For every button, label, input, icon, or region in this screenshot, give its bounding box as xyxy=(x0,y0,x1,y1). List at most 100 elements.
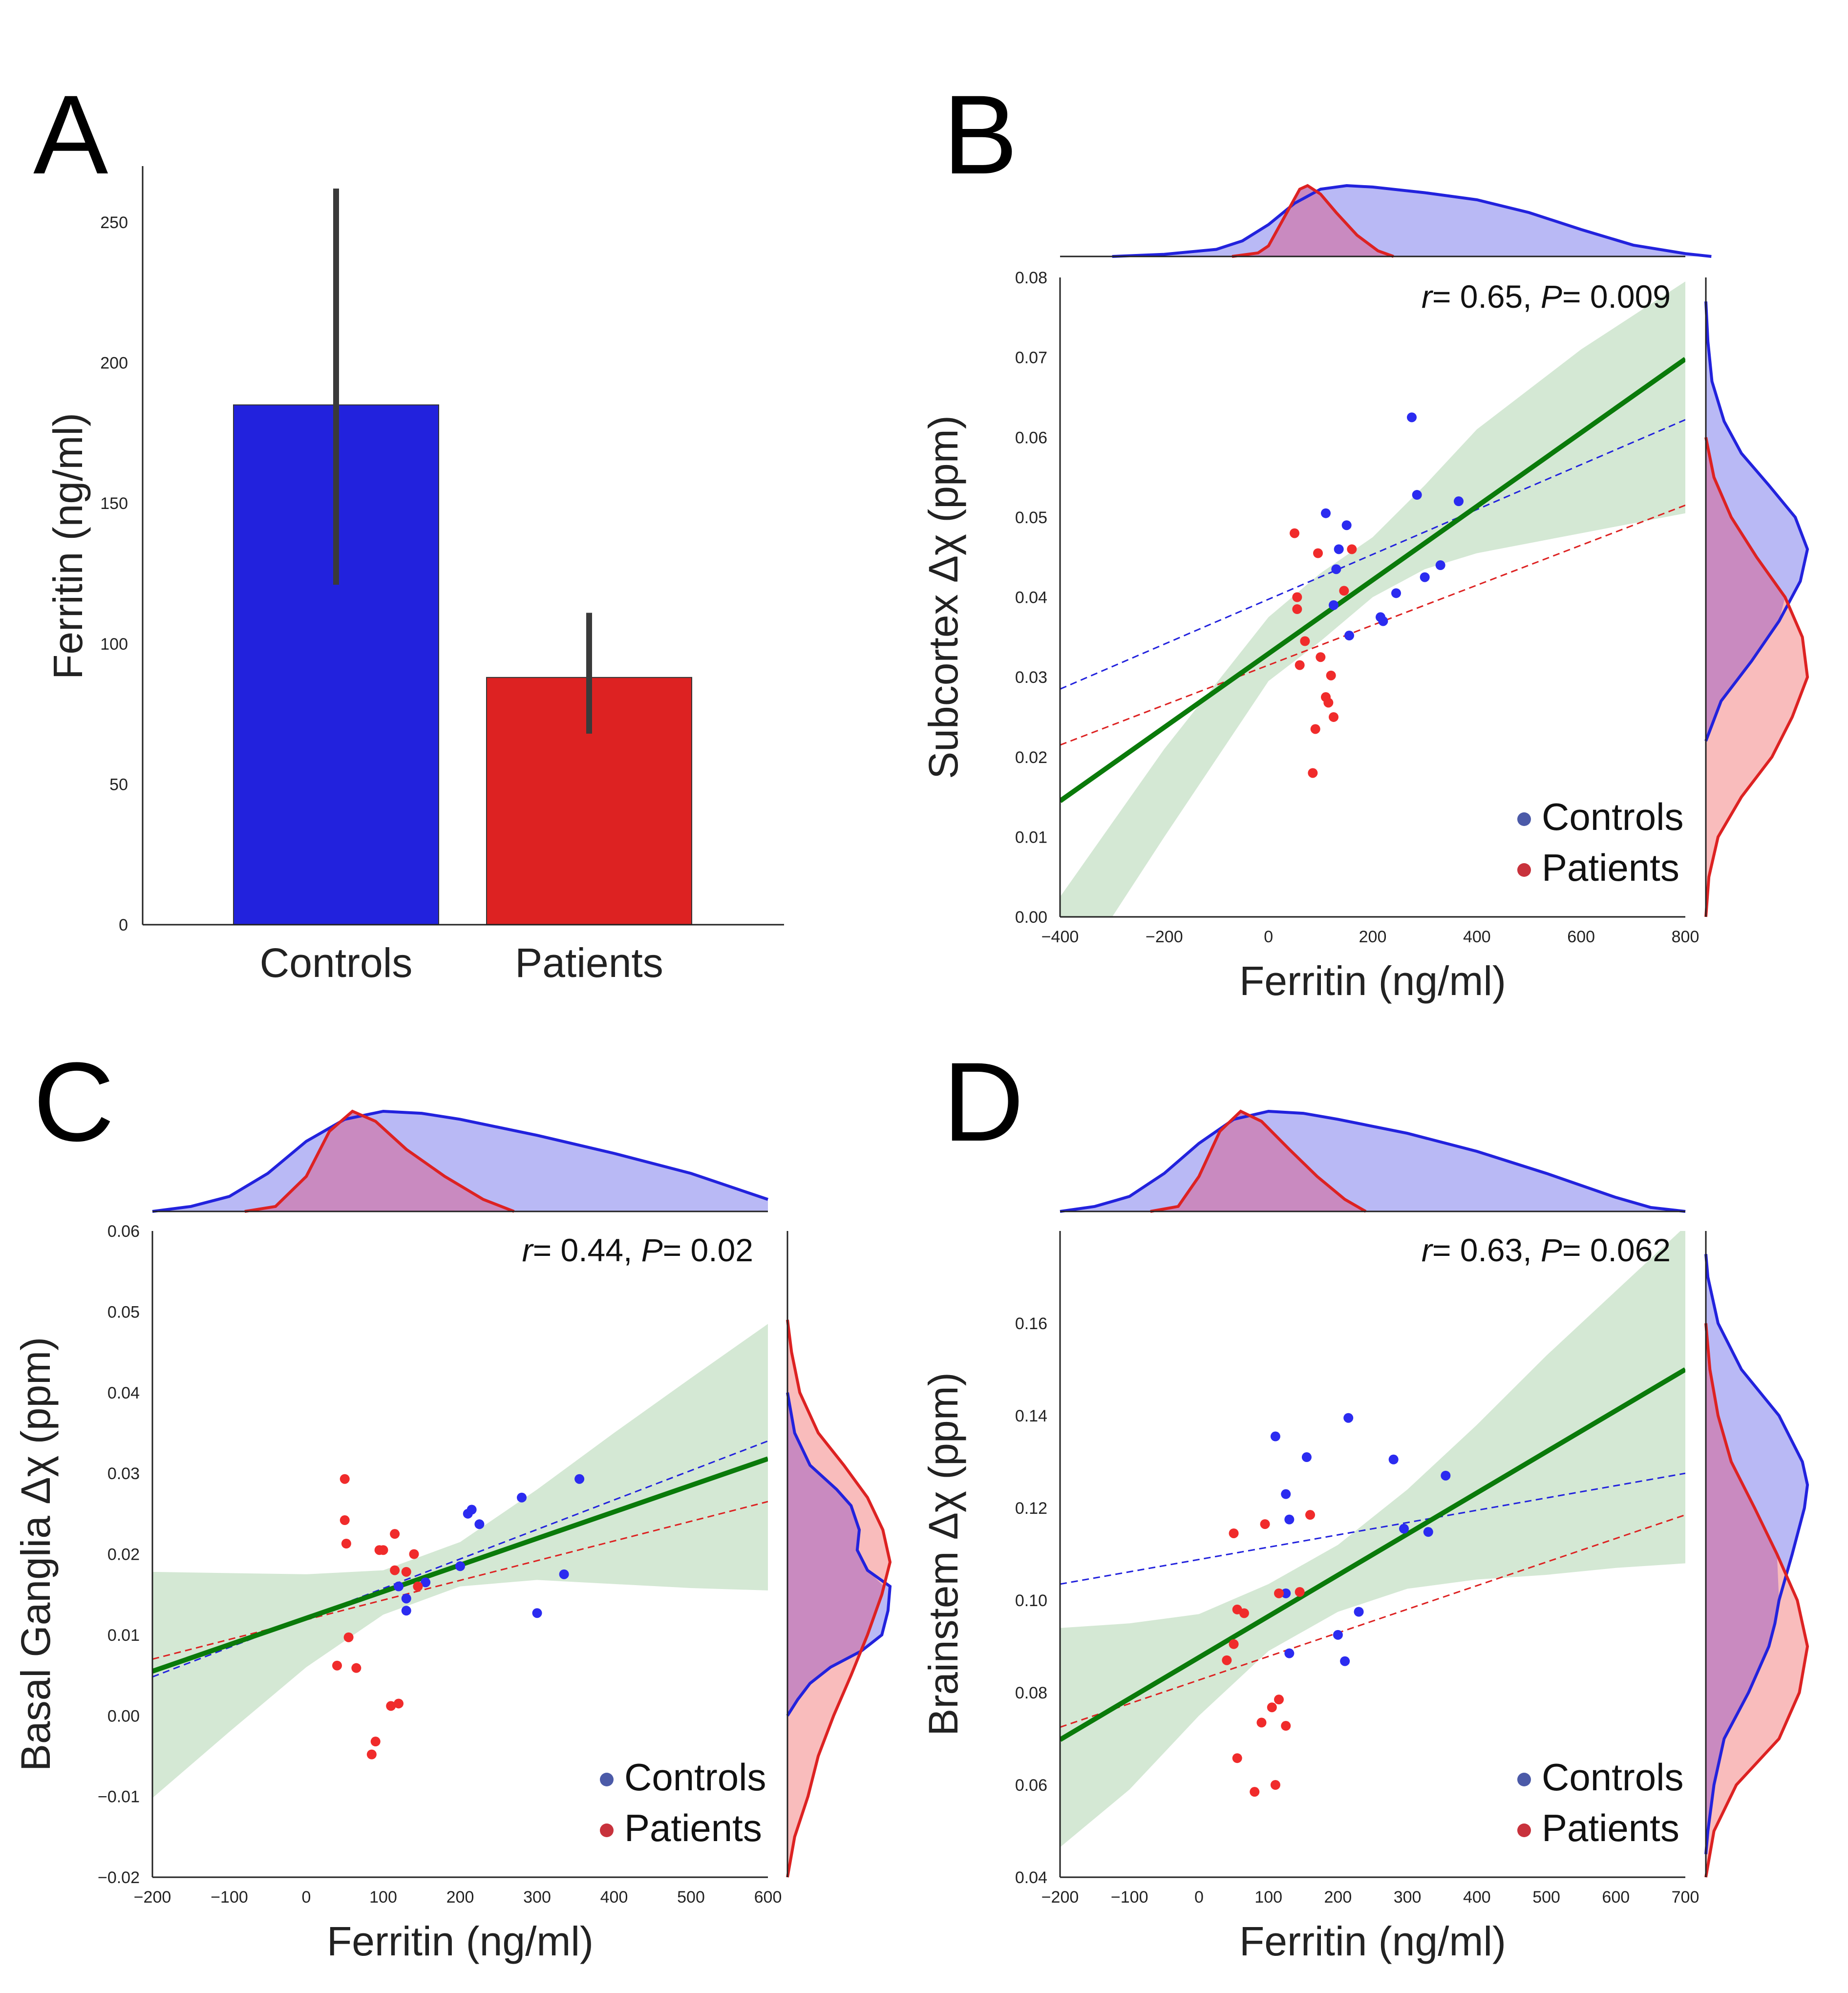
patients-kde-fill xyxy=(1150,1111,1366,1211)
y-tick-label: 0.10 xyxy=(1015,1591,1047,1610)
patients-point xyxy=(386,1701,396,1711)
legend-label-controls: Controls xyxy=(624,1756,766,1799)
patients-point xyxy=(1323,698,1334,708)
y-tick-label: 50 xyxy=(109,775,128,794)
patients-point xyxy=(1281,1721,1291,1731)
x-tick-label: 200 xyxy=(1324,1888,1352,1907)
controls-point xyxy=(1301,1452,1312,1463)
controls-point xyxy=(1341,520,1352,530)
y-tick-label: 0.04 xyxy=(1015,1868,1047,1887)
y-tick-label: 0.04 xyxy=(107,1384,140,1402)
x-tick-label: 500 xyxy=(1532,1888,1560,1907)
annotation-r: = 0.63, xyxy=(1432,1232,1541,1268)
top-marginal-kde xyxy=(152,1109,768,1213)
patients-point xyxy=(1256,1717,1267,1728)
annotation-r-label: r xyxy=(1422,1232,1434,1268)
y-axis-label: Brainstem Δχ (ppm) xyxy=(920,1372,966,1736)
patients-point xyxy=(1329,712,1338,722)
legend-label-patients: Patients xyxy=(1542,1806,1679,1849)
y-tick-label: 0.05 xyxy=(107,1303,140,1321)
controls-point xyxy=(1378,616,1388,626)
y-tick-label: 0.16 xyxy=(1015,1315,1047,1333)
annotation-p-label: P xyxy=(1541,278,1562,315)
patients-point xyxy=(1250,1787,1260,1797)
y-tick-label: 0 xyxy=(119,916,128,934)
legend-label-patients: Patients xyxy=(1542,846,1679,889)
patients-point xyxy=(1229,1639,1239,1649)
panel-b: B −400 −200 0 200 400 600 800 0.00 0.01 0.02 0.03 0.… xyxy=(943,72,1809,1004)
legend-marker-controls xyxy=(600,1773,614,1786)
controls-kde-line xyxy=(1704,301,1809,742)
plot-area xyxy=(1060,281,1685,917)
annotation-p: = 0.009 xyxy=(1562,278,1671,315)
y-tick-label: −0.01 xyxy=(98,1788,140,1806)
patients-point xyxy=(1229,1528,1239,1538)
patients-kde-fill xyxy=(1232,186,1394,256)
patients-point xyxy=(1222,1655,1232,1665)
patients-kde-line xyxy=(1704,437,1809,917)
controls-point xyxy=(1344,631,1354,641)
patients-point xyxy=(366,1749,377,1760)
patients-point xyxy=(1292,592,1302,602)
legend-marker-controls xyxy=(1517,1773,1531,1786)
x-axis-label: Ferritin (ng/ml) xyxy=(1239,958,1506,1004)
patients-point xyxy=(390,1565,400,1575)
controls-point xyxy=(1399,1524,1409,1534)
patients-point xyxy=(1292,604,1302,615)
y-tick-label: 0.03 xyxy=(107,1464,140,1483)
confidence-band xyxy=(1060,1231,1685,1847)
controls-point xyxy=(474,1519,485,1529)
x-tick-label: −200 xyxy=(134,1888,171,1907)
y-tick-label: 0.02 xyxy=(107,1546,140,1564)
patients-point xyxy=(1295,1587,1305,1597)
y-tick-label: 0.00 xyxy=(107,1707,140,1725)
overall-fit-line xyxy=(1060,357,1685,803)
annotation-r-label: r xyxy=(522,1232,534,1268)
controls-point xyxy=(1329,600,1338,610)
x-tick-label: 400 xyxy=(1463,928,1491,946)
overlap-kde-fill xyxy=(787,1392,884,1716)
controls-fit-line xyxy=(1060,1472,1685,1585)
patients-point xyxy=(1274,1695,1284,1705)
controls-kde-line xyxy=(1704,1254,1809,1855)
controls-point xyxy=(1435,560,1445,571)
y-tick-label: 0.01 xyxy=(1015,828,1047,847)
y-tick-label: 0.06 xyxy=(107,1222,140,1241)
controls-point xyxy=(1281,1489,1291,1499)
patients-point xyxy=(409,1549,419,1559)
patients-point xyxy=(1260,1519,1270,1529)
y-tick-label: 0.01 xyxy=(107,1626,140,1645)
correlation-annotation: r= 0.63, P= 0.062 xyxy=(1422,1232,1671,1268)
x-axis-label: Ferritin (ng/ml) xyxy=(1239,1918,1506,1964)
controls-kde-line xyxy=(1060,1109,1686,1213)
plot-area xyxy=(152,1324,768,1798)
panel-letter-d: D xyxy=(943,1039,1024,1165)
patients-point xyxy=(1290,528,1299,538)
controls-point xyxy=(467,1505,477,1515)
patients-point xyxy=(1326,670,1336,680)
patients-point xyxy=(1347,544,1357,554)
y-axis-label: Subcortex Δχ (ppm) xyxy=(920,415,966,779)
patients-point xyxy=(341,1539,351,1549)
patients-kde-line xyxy=(244,1109,515,1213)
y-tick-label: 0.06 xyxy=(1015,428,1047,447)
patients-point xyxy=(390,1529,400,1539)
controls-point xyxy=(1281,1588,1291,1598)
y-tick-label: 0.06 xyxy=(1015,1776,1047,1795)
patients-point xyxy=(401,1567,411,1577)
x-tick-label: 700 xyxy=(1672,1888,1699,1907)
patients-point xyxy=(340,1515,350,1526)
annotation-r: = 0.44, xyxy=(533,1232,641,1268)
patients-point xyxy=(1267,1702,1277,1713)
controls-point xyxy=(455,1561,465,1571)
controls-point xyxy=(1391,588,1401,598)
x-tick-label: 0 xyxy=(1194,1888,1204,1907)
controls-point xyxy=(401,1606,411,1616)
y-tick-label: 150 xyxy=(100,494,128,513)
controls-point xyxy=(1441,1470,1451,1481)
confidence-band xyxy=(1060,281,1685,917)
y-tick-label: −0.02 xyxy=(98,1868,140,1887)
panel-letter-a: A xyxy=(33,72,108,197)
controls-point xyxy=(1407,412,1417,423)
